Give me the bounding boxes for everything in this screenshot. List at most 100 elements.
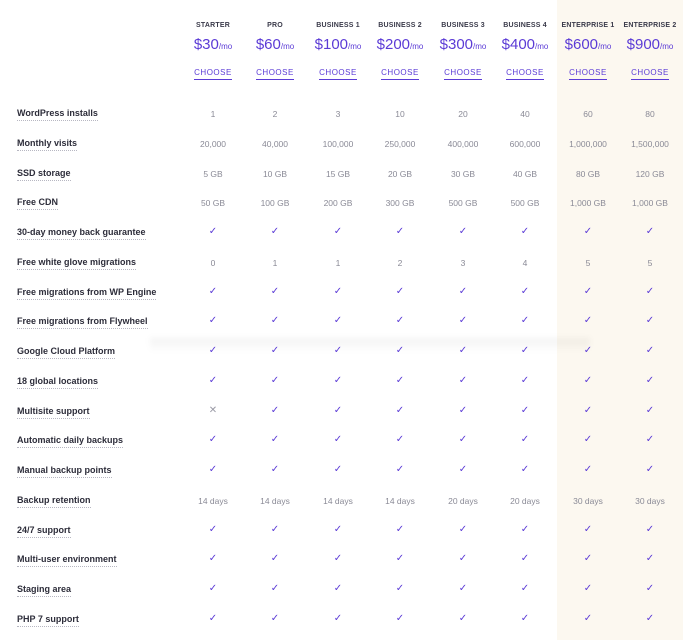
- check-icon: ✓: [583, 226, 593, 237]
- feature-label[interactable]: 30-day money back guarantee: [17, 227, 146, 240]
- feature-row: Automatic daily backups ✓ ✓ ✓ ✓ ✓ ✓ ✓ ✓: [0, 431, 696, 453]
- check-icon: ✓: [208, 523, 218, 535]
- feature-row: Manual backup points ✓ ✓ ✓ ✓ ✓ ✓ ✓ ✓: [0, 461, 696, 483]
- feature-value: 40: [520, 109, 530, 119]
- choose-button[interactable]: CHOOSE: [569, 68, 607, 80]
- check-icon: ✓: [645, 404, 655, 416]
- feature-label[interactable]: WordPress installs: [17, 108, 98, 121]
- feature-label[interactable]: PHP 7 support: [17, 614, 79, 627]
- feature-value: 30 GB: [450, 168, 476, 179]
- check-icon: ✓: [395, 612, 405, 624]
- feature-value: 400,000: [447, 138, 479, 149]
- check-icon: ✓: [645, 345, 655, 356]
- plan-price: $300/mo: [439, 36, 487, 53]
- choose-button[interactable]: CHOOSE: [631, 68, 669, 80]
- feature-value: 300 GB: [385, 198, 415, 209]
- check-icon: ✓: [395, 583, 405, 594]
- plan-price: $900/mo: [626, 36, 674, 53]
- plan-name: BUSINESS 4: [503, 22, 547, 29]
- feature-label[interactable]: Google Cloud Platform: [17, 346, 115, 359]
- feature-label[interactable]: Backup retention: [17, 495, 91, 508]
- feature-value: 1,000,000: [569, 138, 607, 149]
- check-icon: ✓: [645, 315, 655, 327]
- check-icon: ✓: [208, 612, 218, 624]
- cross-icon: ✕: [208, 404, 218, 416]
- feature-label[interactable]: Staging area: [17, 584, 72, 597]
- check-icon: ✓: [333, 315, 343, 327]
- feature-value: 80: [645, 109, 655, 119]
- feature-row: Backup retention 14 days 14 days 14 days 14 …: [0, 491, 696, 513]
- check-icon: ✓: [520, 315, 530, 327]
- plan-price: $100/mo: [314, 36, 362, 53]
- choose-button[interactable]: CHOOSE: [506, 68, 544, 80]
- plan-name: ENTERPRISE 1: [561, 22, 615, 29]
- check-icon: ✓: [583, 612, 593, 624]
- feature-value: 40 GB: [512, 168, 538, 179]
- feature-label[interactable]: Multisite support: [17, 406, 90, 419]
- check-icon: ✓: [458, 553, 468, 565]
- check-icon: ✓: [458, 523, 468, 535]
- check-icon: ✓: [208, 553, 218, 565]
- plan-name: BUSINESS 3: [441, 22, 485, 29]
- choose-button[interactable]: CHOOSE: [319, 68, 357, 80]
- feature-value: 100,000: [322, 138, 354, 149]
- check-icon: ✓: [645, 553, 655, 565]
- check-icon: ✓: [333, 226, 343, 237]
- feature-value: 20 days: [510, 495, 540, 506]
- plan-name: STARTER: [196, 22, 230, 29]
- plan-name: BUSINESS 1: [316, 22, 360, 29]
- feature-value: 1: [210, 109, 216, 119]
- feature-row: Multisite support ✕ ✓ ✓ ✓ ✓ ✓ ✓ ✓: [0, 402, 696, 424]
- choose-button[interactable]: CHOOSE: [194, 68, 232, 80]
- check-icon: ✓: [583, 583, 593, 594]
- check-icon: ✓: [270, 315, 280, 327]
- check-icon: ✓: [583, 315, 593, 327]
- choose-button[interactable]: CHOOSE: [256, 68, 294, 80]
- feature-value: 5: [647, 257, 653, 268]
- feature-value: 2: [272, 109, 278, 119]
- check-icon: ✓: [583, 345, 593, 356]
- feature-value: 10: [395, 109, 405, 119]
- check-icon: ✓: [270, 553, 280, 565]
- feature-label[interactable]: Multi-user environment: [17, 554, 117, 568]
- check-icon: ✓: [270, 374, 280, 386]
- feature-value: 100 GB: [260, 198, 290, 209]
- check-icon: ✓: [520, 583, 530, 594]
- feature-row: Free migrations from Flywheel ✓ ✓ ✓ ✓ ✓ ✓ ✓ ✓: [0, 312, 696, 334]
- feature-label[interactable]: Free CDN: [17, 197, 59, 211]
- check-icon: ✓: [458, 315, 468, 327]
- feature-label[interactable]: 18 global locations: [17, 376, 99, 389]
- feature-value: 5: [585, 257, 591, 268]
- check-icon: ✓: [520, 374, 530, 386]
- check-icon: ✓: [208, 583, 218, 594]
- feature-value: 1: [272, 257, 278, 268]
- feature-value: 1,000 GB: [570, 198, 606, 209]
- check-icon: ✓: [270, 345, 280, 356]
- feature-row: Free migrations from WP Engine ✓ ✓ ✓ ✓ ✓ ✓ ✓ ✓: [0, 283, 696, 305]
- check-icon: ✓: [395, 404, 405, 416]
- choose-button[interactable]: CHOOSE: [381, 68, 419, 80]
- feature-label[interactable]: Automatic daily backups: [17, 435, 124, 449]
- feature-label[interactable]: SSD storage: [17, 168, 71, 181]
- check-icon: ✓: [333, 523, 343, 535]
- feature-value: 1: [335, 257, 341, 268]
- feature-value: 600,000: [509, 138, 541, 149]
- feature-value: 15 GB: [325, 168, 351, 179]
- feature-label[interactable]: Free white glove migrations: [17, 257, 137, 270]
- check-icon: ✓: [395, 285, 405, 297]
- feature-value: 20 days: [448, 495, 478, 506]
- check-icon: ✓: [520, 612, 530, 624]
- feature-value: 250,000: [384, 138, 416, 149]
- check-icon: ✓: [333, 464, 343, 475]
- choose-button[interactable]: CHOOSE: [444, 68, 482, 80]
- feature-label[interactable]: 24/7 support: [17, 525, 71, 538]
- check-icon: ✓: [583, 434, 593, 446]
- feature-label[interactable]: Free migrations from Flywheel: [17, 316, 148, 330]
- check-icon: ✓: [458, 464, 468, 475]
- plan-price: $60/mo: [255, 36, 295, 53]
- check-icon: ✓: [520, 404, 530, 416]
- check-icon: ✓: [583, 523, 593, 535]
- feature-label[interactable]: Manual backup points: [17, 465, 112, 478]
- feature-label[interactable]: Free migrations from WP Engine: [17, 287, 157, 300]
- feature-label[interactable]: Monthly visits: [17, 138, 78, 151]
